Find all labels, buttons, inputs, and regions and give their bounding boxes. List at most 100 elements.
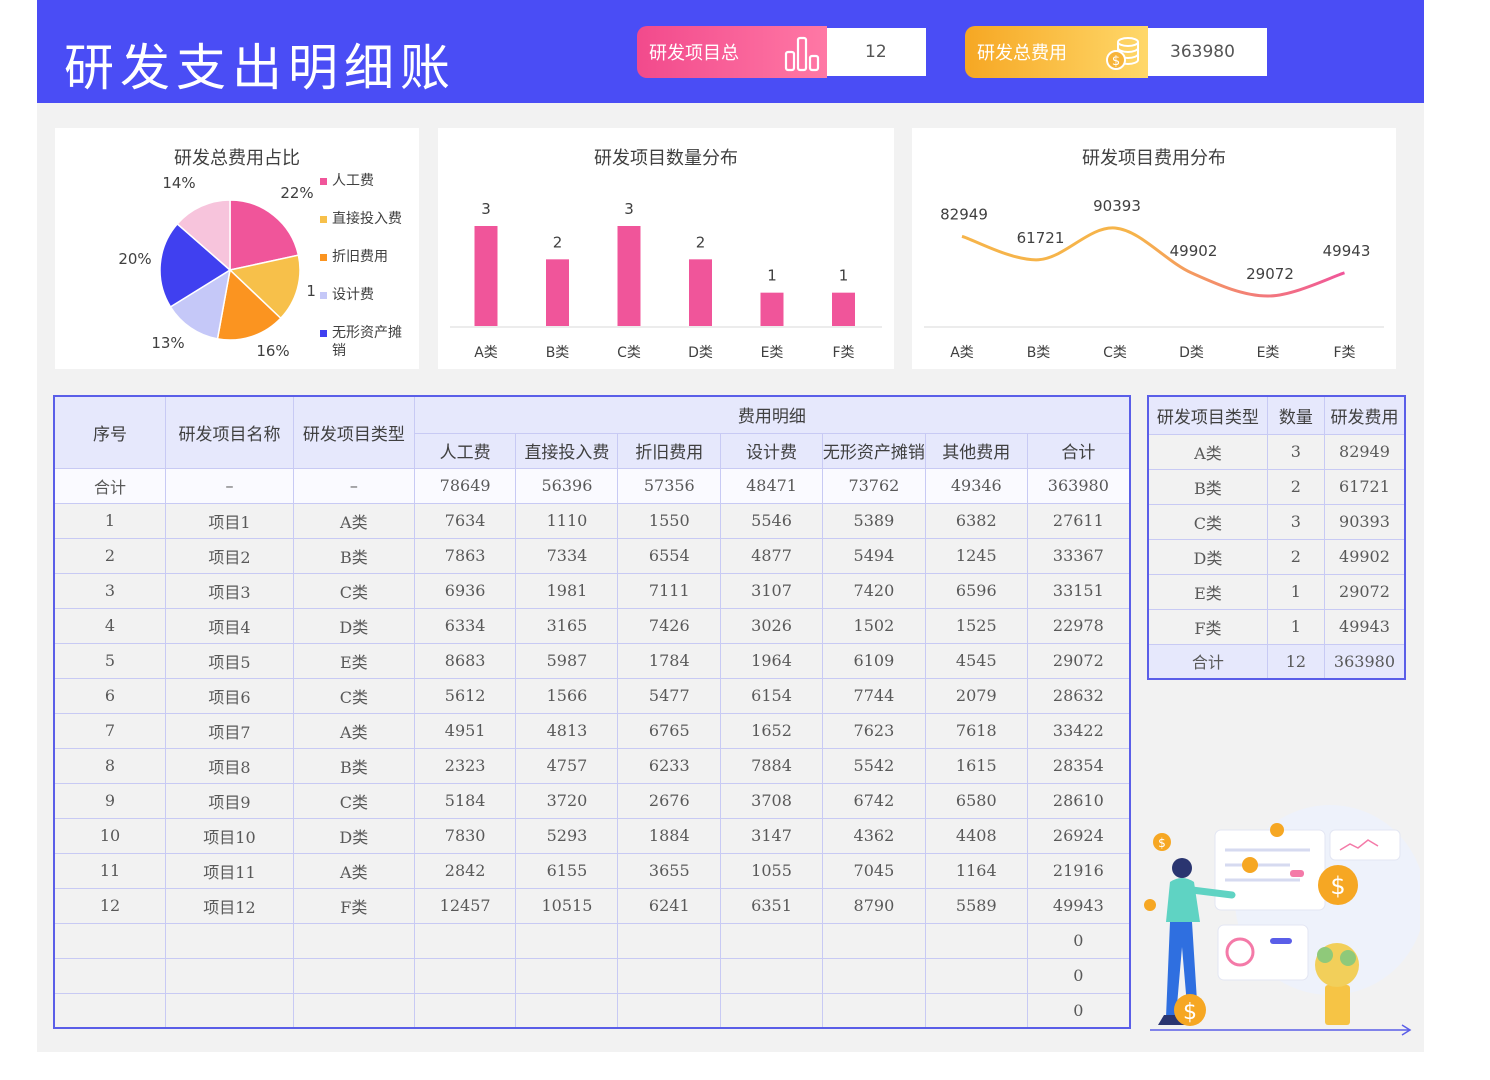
cell-direct: 4813 bbox=[515, 712, 619, 749]
summary-cell-count: 1 bbox=[1266, 608, 1325, 645]
bar bbox=[832, 292, 855, 326]
cell-other: 6580 bbox=[924, 782, 1028, 819]
cell-design bbox=[720, 992, 823, 1029]
cell-depreciation: 2676 bbox=[617, 782, 722, 819]
cell-type: A类 bbox=[292, 852, 415, 889]
bar-tick-label: A类 bbox=[474, 345, 498, 361]
cell-depreciation: 6241 bbox=[617, 887, 722, 924]
cell-depreciation: 57356 bbox=[617, 467, 722, 504]
cell-design: 48471 bbox=[720, 467, 823, 504]
bar bbox=[760, 292, 784, 326]
cell-other: 2079 bbox=[924, 677, 1028, 714]
cell-seq: 1 bbox=[53, 502, 167, 539]
cell-total: 28354 bbox=[1026, 747, 1131, 784]
cell-total: 26924 bbox=[1026, 817, 1131, 854]
pie-data-label: 22% bbox=[280, 184, 313, 202]
table-row: 8 项目8 B类 2323 4757 6233 7884 5542 1615 28354 bbox=[53, 747, 1131, 784]
summary-cell-category: E类 bbox=[1147, 573, 1268, 610]
cell-total: 28632 bbox=[1026, 677, 1131, 714]
line-data-label: 90393 bbox=[1093, 197, 1141, 215]
cell-other: 5589 bbox=[924, 887, 1028, 924]
cell-seq: 3 bbox=[53, 572, 167, 609]
cell-design: 7884 bbox=[720, 747, 823, 784]
cell-intangible: 6742 bbox=[821, 782, 926, 819]
cell-direct: 3720 bbox=[515, 782, 619, 819]
cell-name: 项目4 bbox=[165, 607, 294, 644]
bar-data-label: 3 bbox=[481, 200, 491, 218]
cell-depreciation: 5477 bbox=[617, 677, 722, 714]
cell-name: – bbox=[165, 467, 294, 504]
cell-type: B类 bbox=[292, 747, 415, 784]
cell-depreciation bbox=[617, 957, 722, 994]
cell-type: – bbox=[292, 467, 415, 504]
cell-seq: 5 bbox=[53, 642, 167, 679]
table-row: 0 bbox=[53, 957, 1131, 994]
cell-seq: 12 bbox=[53, 887, 167, 924]
cell-intangible: 4362 bbox=[821, 817, 926, 854]
pie-legend: 人工费 直接投入费 折旧费用 设计费 无形资产摊销 bbox=[320, 172, 410, 362]
pie-data-label: 16% bbox=[256, 342, 289, 360]
table-row: 5 项目5 E类 8683 5987 1784 1964 6109 4545 29072 bbox=[53, 642, 1131, 679]
cell-design: 1055 bbox=[720, 852, 823, 889]
cell-depreciation: 7426 bbox=[617, 607, 722, 644]
cell-other bbox=[924, 922, 1028, 959]
table-total-row: 合计 – –78649 56396 57356 48471 73762 49346 363980 bbox=[53, 467, 1131, 504]
cell-labor: 7634 bbox=[413, 502, 517, 539]
cell-labor: 7830 bbox=[413, 817, 517, 854]
cell-intangible: 5542 bbox=[821, 747, 926, 784]
cell-total: 33422 bbox=[1026, 712, 1131, 749]
pie-slice bbox=[159, 222, 232, 308]
cell-labor bbox=[413, 922, 517, 959]
series-line bbox=[961, 226, 1345, 298]
cell-seq bbox=[53, 992, 167, 1029]
line-data-label: 82949 bbox=[940, 205, 988, 223]
cell-seq: 8 bbox=[53, 747, 167, 784]
summary-cell-cost: 61721 bbox=[1323, 468, 1406, 505]
pie-data-label: 20% bbox=[118, 250, 151, 268]
cell-design: 3147 bbox=[720, 817, 823, 854]
cell-name: 项目1 bbox=[165, 502, 294, 539]
header-category: 研发项目类型 bbox=[1147, 395, 1268, 435]
cell-depreciation: 1884 bbox=[617, 817, 722, 854]
cell-seq: 11 bbox=[53, 852, 167, 889]
kpi-projects-label: 研发项目总 bbox=[649, 43, 739, 64]
summary-cell-category: A类 bbox=[1147, 433, 1268, 470]
cell-intangible: 6109 bbox=[821, 642, 926, 679]
cell-other bbox=[924, 992, 1028, 1029]
cell-name: 项目11 bbox=[165, 852, 294, 889]
summary-cell-count: 3 bbox=[1266, 433, 1325, 470]
cell-design: 1964 bbox=[720, 642, 823, 679]
header-direct: 直接投入费 bbox=[515, 432, 619, 469]
cell-total: 29072 bbox=[1026, 642, 1131, 679]
cell-name: 项目6 bbox=[165, 677, 294, 714]
svg-text:$: $ bbox=[1112, 54, 1120, 69]
cell-name: 项目2 bbox=[165, 537, 294, 574]
bar-chart: 3 A类 2 B类 3 C类 2 D类 1 E类 1 F类 bbox=[450, 200, 882, 361]
cell-intangible bbox=[821, 922, 926, 959]
cell-total: 33367 bbox=[1026, 537, 1131, 574]
cell-design: 3026 bbox=[720, 607, 823, 644]
cell-seq: 2 bbox=[53, 537, 167, 574]
table-row: 2 项目2 B类 7863 7334 6554 4877 5494 1245 33367 bbox=[53, 537, 1131, 574]
cell-labor: 6334 bbox=[413, 607, 517, 644]
cell-name bbox=[165, 992, 294, 1029]
cell-type bbox=[292, 957, 415, 994]
pie-chart: 22% 15% 16% 13% 20% 14% bbox=[118, 174, 315, 360]
bar-chart-title: 研发项目数量分布 bbox=[594, 148, 738, 169]
line-tick-label: D类 bbox=[1179, 345, 1204, 361]
line-tick-label: E类 bbox=[1257, 345, 1280, 361]
summary-cell-category: C类 bbox=[1147, 503, 1268, 540]
legend-label: 无形资产摊销 bbox=[332, 325, 402, 359]
bar-chart-panel: 研发项目数量分布 3 A类 2 B类 3 C类 2 D类 1 E类 1 F类 bbox=[438, 128, 894, 369]
cell-depreciation: 6554 bbox=[617, 537, 722, 574]
summary-row: B类 2 61721 bbox=[1147, 468, 1406, 505]
table-row: 0 bbox=[53, 922, 1131, 959]
cell-name: 项目3 bbox=[165, 572, 294, 609]
cell-type: A类 bbox=[292, 712, 415, 749]
cell-labor: 2323 bbox=[413, 747, 517, 784]
summary-cell-cost: 82949 bbox=[1323, 433, 1406, 470]
cell-direct: 1110 bbox=[515, 502, 619, 539]
pie-slice bbox=[169, 268, 232, 340]
bar bbox=[546, 259, 569, 326]
summary-total-count: 12 bbox=[1266, 643, 1325, 680]
